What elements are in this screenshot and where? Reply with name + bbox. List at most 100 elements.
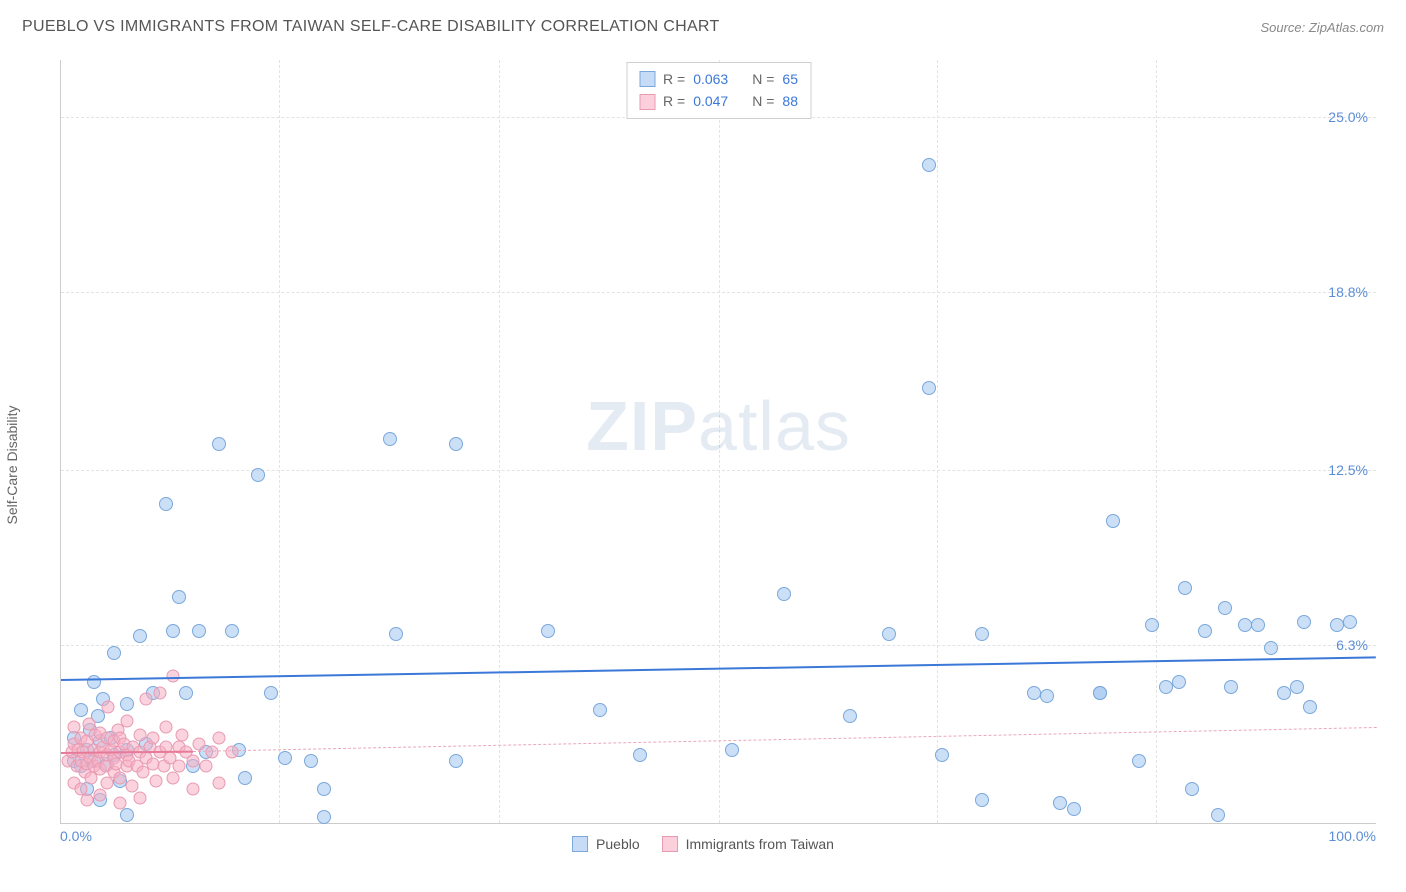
scatter-point xyxy=(304,754,318,768)
scatter-point xyxy=(133,729,146,742)
source-attribution: Source: ZipAtlas.com xyxy=(1260,20,1384,35)
scatter-point xyxy=(843,709,857,723)
scatter-point xyxy=(173,760,186,773)
scatter-point xyxy=(1343,615,1357,629)
y-axis-label: Self-Care Disability xyxy=(4,405,20,524)
scatter-point xyxy=(1067,802,1081,816)
scatter-point xyxy=(199,760,212,773)
swatch-pink-icon xyxy=(639,94,655,110)
scatter-point xyxy=(179,686,193,700)
scatter-point xyxy=(1172,675,1186,689)
scatter-point xyxy=(1264,641,1278,655)
scatter-point xyxy=(175,729,188,742)
y-tick-label: 25.0% xyxy=(1328,109,1368,125)
chart-title: PUEBLO VS IMMIGRANTS FROM TAIWAN SELF-CA… xyxy=(22,18,720,36)
scatter-point xyxy=(1159,680,1173,694)
scatter-point xyxy=(212,437,226,451)
x-tick-max: 100.0% xyxy=(1329,828,1376,844)
legend-item-taiwan: Immigrants from Taiwan xyxy=(662,836,834,852)
scatter-point xyxy=(922,158,936,172)
scatter-point xyxy=(212,732,225,745)
scatter-point xyxy=(153,687,166,700)
title-bar: PUEBLO VS IMMIGRANTS FROM TAIWAN SELF-CA… xyxy=(0,0,1406,46)
y-tick-label: 12.5% xyxy=(1328,462,1368,478)
scatter-point xyxy=(1093,686,1107,700)
scatter-point xyxy=(238,771,252,785)
scatter-point xyxy=(114,797,127,810)
gridline-v xyxy=(1156,60,1157,823)
scatter-point xyxy=(102,701,115,714)
scatter-point xyxy=(389,627,403,641)
scatter-point xyxy=(1330,618,1344,632)
watermark-light: atlas xyxy=(698,387,851,465)
scatter-point xyxy=(1251,618,1265,632)
scatter-point xyxy=(87,675,101,689)
scatter-point xyxy=(725,743,739,757)
scatter-point xyxy=(206,746,219,759)
scatter-point xyxy=(633,748,647,762)
gridline-v xyxy=(279,60,280,823)
scatter-point xyxy=(264,686,278,700)
legend-stats-row: R = 0.047 N = 88 xyxy=(639,90,798,112)
scatter-point xyxy=(1040,689,1054,703)
scatter-point xyxy=(81,794,94,807)
legend-series: Pueblo Immigrants from Taiwan xyxy=(572,836,834,852)
scatter-point xyxy=(777,587,791,601)
scatter-point xyxy=(166,771,179,784)
y-tick-label: 6.3% xyxy=(1336,637,1368,653)
scatter-point xyxy=(225,624,239,638)
scatter-point xyxy=(212,777,225,790)
scatter-point xyxy=(101,777,114,790)
legend-item-pueblo: Pueblo xyxy=(572,836,640,852)
watermark-bold: ZIP xyxy=(586,387,698,465)
scatter-point xyxy=(1185,782,1199,796)
scatter-point xyxy=(882,627,896,641)
scatter-point xyxy=(383,432,397,446)
scatter-point xyxy=(449,437,463,451)
swatch-blue-icon xyxy=(572,836,588,852)
scatter-point xyxy=(186,754,199,767)
y-tick-label: 18.8% xyxy=(1328,284,1368,300)
scatter-point xyxy=(1027,686,1041,700)
scatter-point xyxy=(192,624,206,638)
scatter-point xyxy=(1224,680,1238,694)
gridline-v xyxy=(937,60,938,823)
scatter-point xyxy=(251,468,265,482)
scatter-point xyxy=(935,748,949,762)
scatter-point xyxy=(147,732,160,745)
scatter-point xyxy=(1303,700,1317,714)
scatter-point xyxy=(166,624,180,638)
scatter-point xyxy=(133,629,147,643)
scatter-point xyxy=(225,746,238,759)
scatter-point xyxy=(1238,618,1252,632)
gridline-v xyxy=(719,60,720,823)
legend-label-pueblo: Pueblo xyxy=(596,836,640,852)
scatter-point xyxy=(120,715,133,728)
scatter-point xyxy=(1297,615,1311,629)
scatter-point xyxy=(449,754,463,768)
legend-label-taiwan: Immigrants from Taiwan xyxy=(686,836,834,852)
swatch-pink-icon xyxy=(662,836,678,852)
x-tick-min: 0.0% xyxy=(60,828,92,844)
scatter-point xyxy=(1053,796,1067,810)
scatter-point xyxy=(278,751,292,765)
scatter-point xyxy=(1277,686,1291,700)
scatter-point xyxy=(922,381,936,395)
scatter-point xyxy=(541,624,555,638)
chart-container: Self-Care Disability ZIPatlas R = 0.063 … xyxy=(20,55,1386,874)
scatter-point xyxy=(186,783,199,796)
scatter-point xyxy=(114,771,127,784)
scatter-point xyxy=(975,793,989,807)
scatter-point xyxy=(1106,514,1120,528)
scatter-point xyxy=(172,590,186,604)
scatter-point xyxy=(593,703,607,717)
scatter-point xyxy=(1218,601,1232,615)
scatter-point xyxy=(1178,581,1192,595)
scatter-point xyxy=(94,788,107,801)
scatter-point xyxy=(120,808,134,822)
scatter-point xyxy=(317,782,331,796)
scatter-point xyxy=(1132,754,1146,768)
legend-stats-box: R = 0.063 N = 65 R = 0.047 N = 88 xyxy=(626,62,811,119)
scatter-point xyxy=(317,810,331,824)
scatter-point xyxy=(107,646,121,660)
